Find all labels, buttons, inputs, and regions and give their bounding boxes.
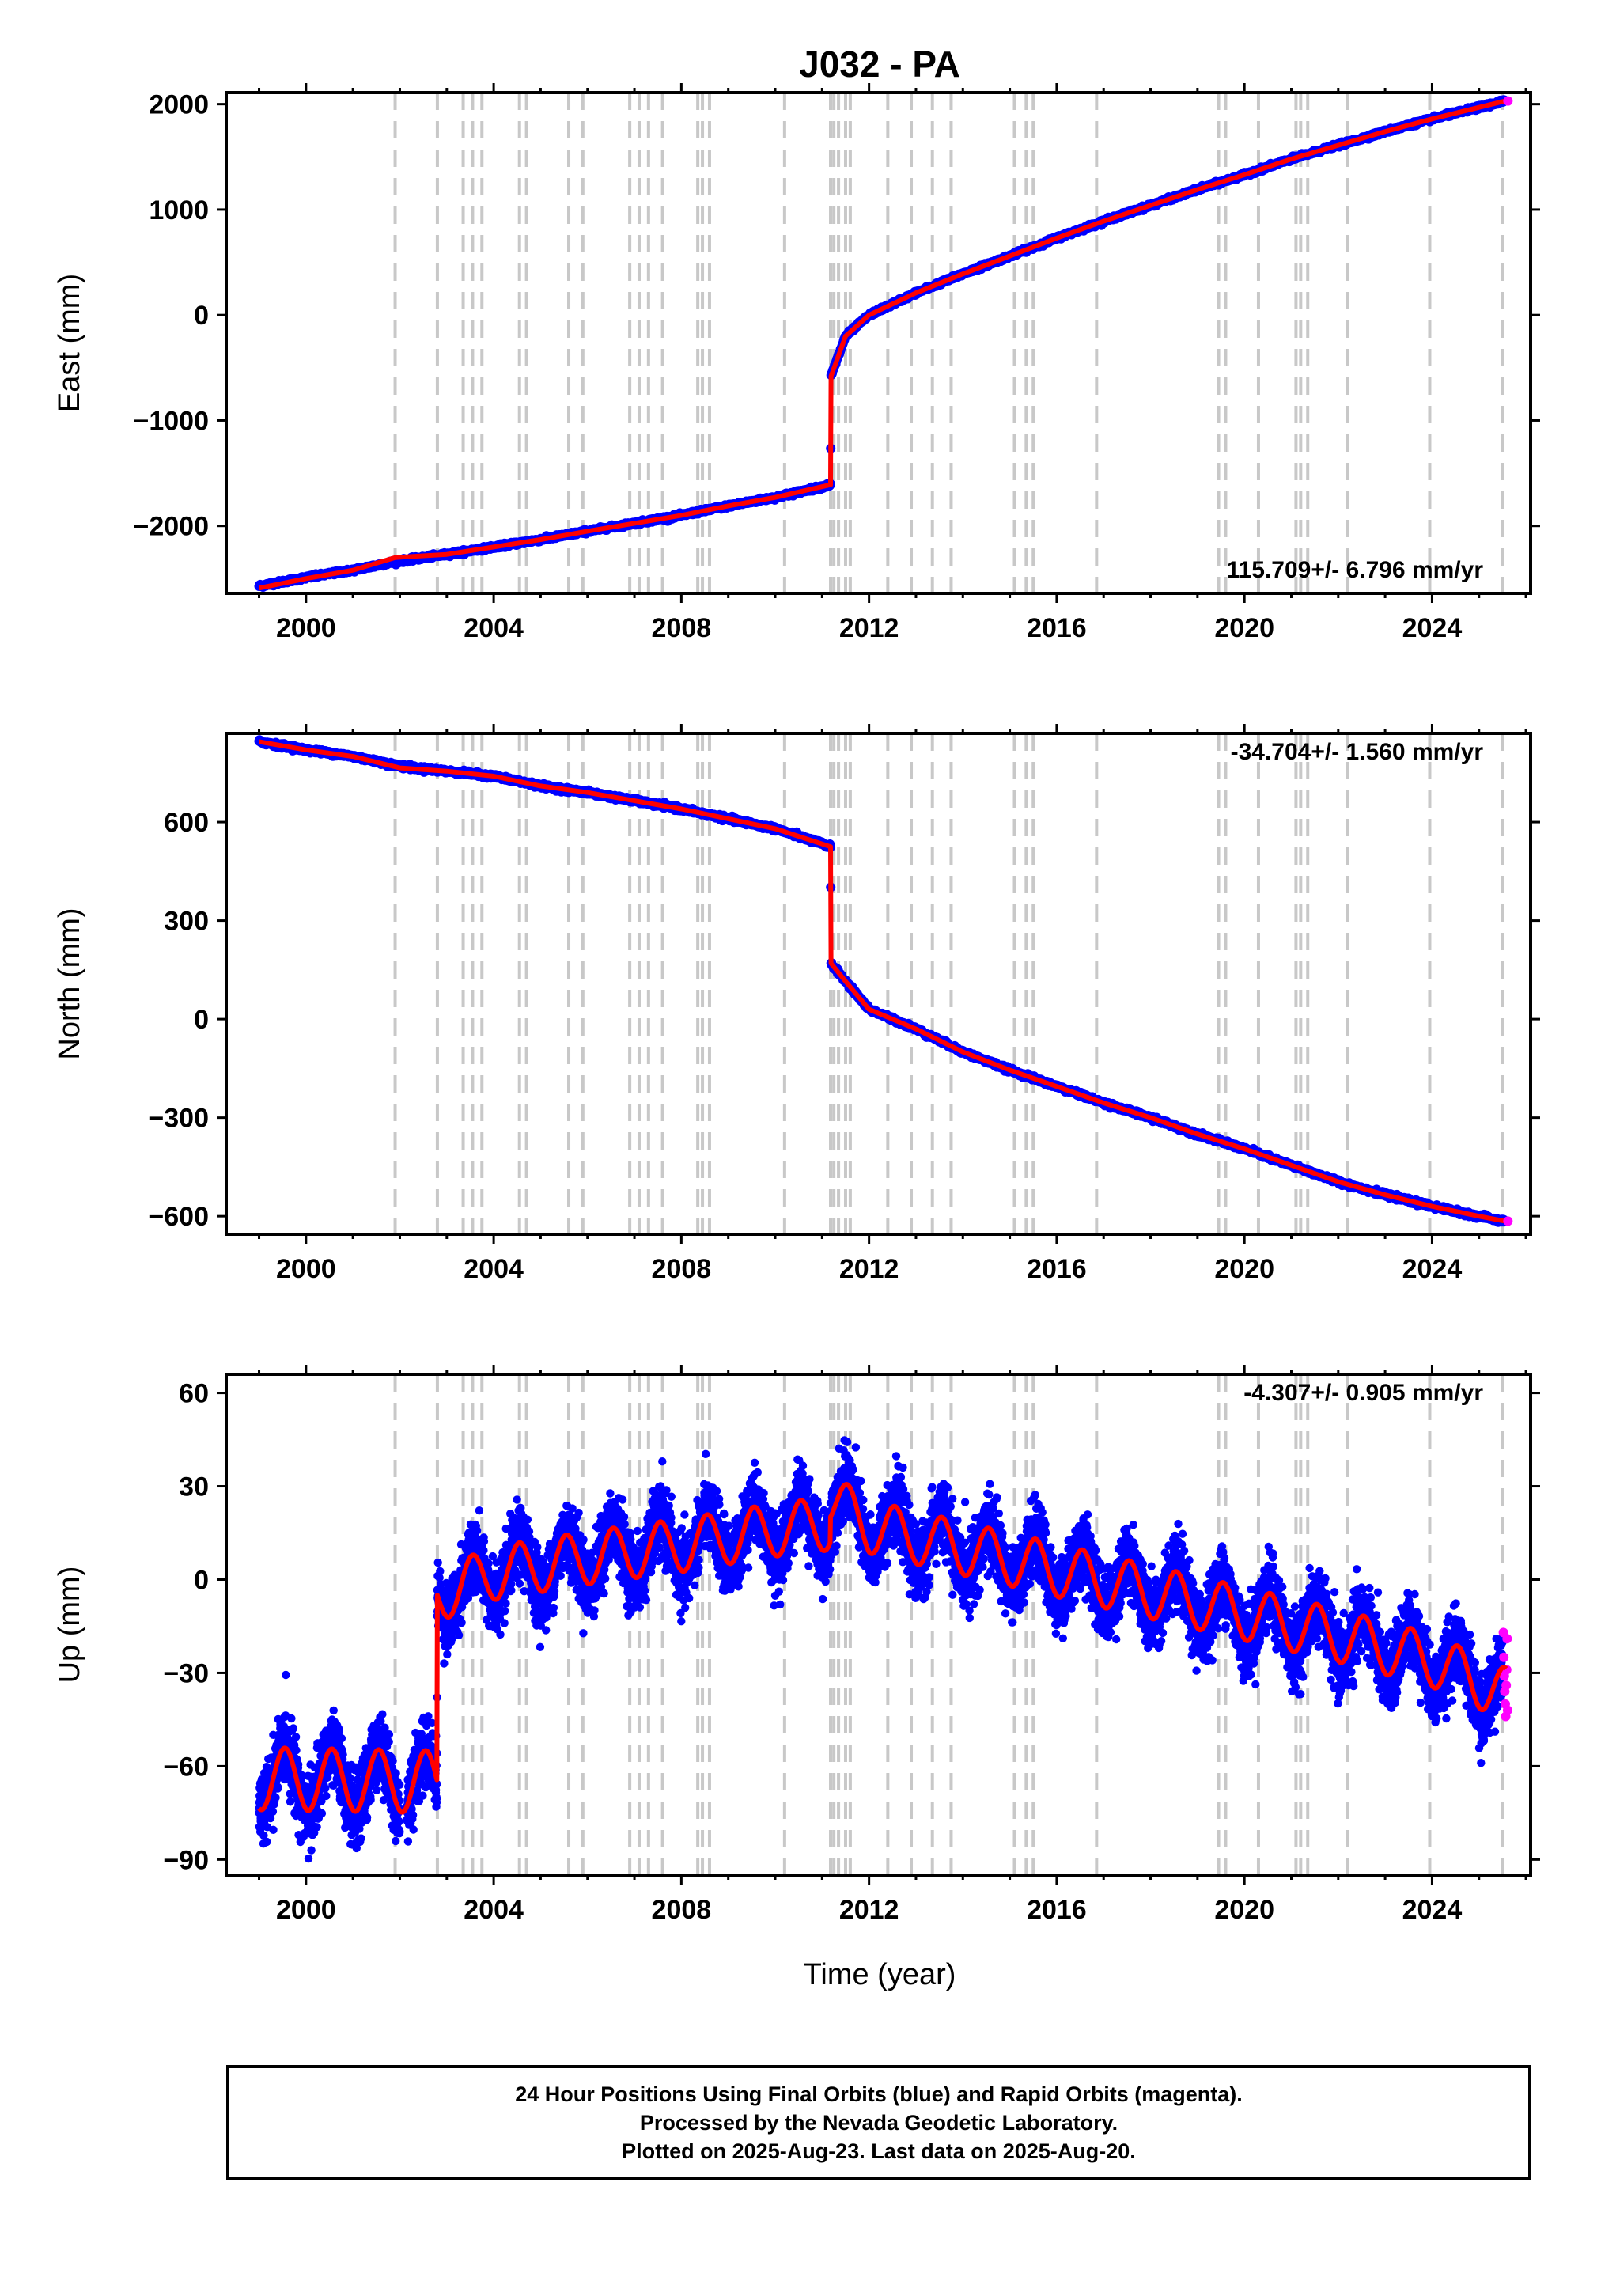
x-tick-label: 2004 [464, 613, 524, 643]
plot-frame [225, 91, 1532, 595]
event-lines [393, 93, 1504, 593]
x-tick-label: 2024 [1402, 613, 1463, 643]
y-axis-title: East (mm) [53, 274, 86, 412]
model-curve [258, 98, 1506, 591]
y-tick-label: 1000 [149, 195, 209, 225]
x-tick-label: 2020 [1214, 613, 1274, 643]
data-points [254, 95, 1509, 592]
rapid-point [1503, 96, 1513, 106]
y-tick-label: −2000 [134, 512, 210, 542]
x-tick-label: 2000 [276, 613, 336, 643]
x-tick-label: 2008 [652, 613, 712, 643]
y-tick-label: 0 [194, 301, 209, 331]
x-tick-label: 2016 [1027, 613, 1087, 643]
data-points [254, 735, 1509, 1227]
x-tick-label: 2012 [839, 613, 899, 643]
north-panel: 2000 2004 2008 2012 2016 2020 2024−600−3000300… [53, 724, 1540, 1284]
y-tick-label: 2000 [149, 90, 209, 120]
time-series-figure: J032 - PA 2000 2004 2008 2012 2016 2020 2024 −2… [53, 44, 1540, 1991]
figure-title: J032 - PA [799, 44, 960, 85]
velocity-label: 115.709+/- 6.796 mm/yr [1227, 557, 1484, 583]
event-lines [393, 733, 1504, 1234]
y-tick-label: −1000 [134, 406, 210, 436]
east-panel: 2000 2004 2008 2012 2016 2020 2024 −2000 −1000 0 1… [53, 83, 1540, 643]
